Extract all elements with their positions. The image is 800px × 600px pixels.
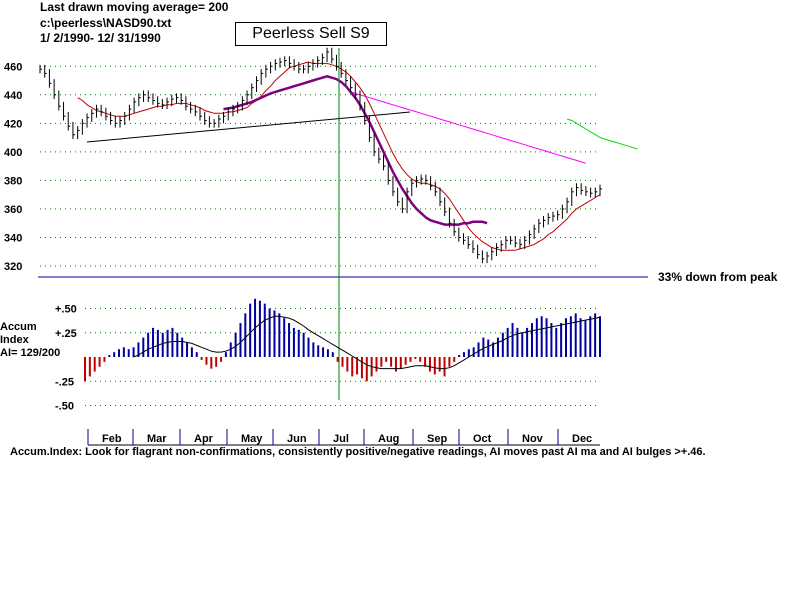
date-range: 1/ 2/1990- 12/ 31/1990 — [40, 31, 161, 45]
month-label: Aug — [378, 433, 399, 445]
y-tick-label: 320 — [4, 261, 22, 273]
index-label: Index — [0, 334, 29, 346]
y-tick-label: 420 — [4, 118, 22, 130]
file-path: c:\peerless\NASD90.txt — [40, 16, 172, 30]
chart-title: Peerless Sell S9 — [235, 22, 387, 46]
month-label: Jul — [333, 433, 349, 445]
y-tick-label: 400 — [4, 147, 22, 159]
ai-tick-label: +.50 — [55, 304, 77, 316]
month-label: Nov — [522, 433, 544, 445]
accum-label: Accum — [0, 321, 37, 333]
ai-ratio-label: AI= 129/200 — [0, 347, 61, 359]
ma-pink-line — [350, 91, 587, 164]
month-label: Oct — [473, 433, 492, 445]
moving-average-note: Last drawn moving average= 200 — [40, 0, 229, 14]
down-from-peak-label: 33% down from peak — [658, 270, 778, 284]
month-label: Sep — [427, 433, 447, 445]
y-tick-label: 340 — [4, 232, 22, 244]
month-label: Apr — [194, 433, 214, 445]
month-label: Feb — [102, 433, 122, 445]
y-tick-label: 380 — [4, 175, 22, 187]
y-tick-label: 440 — [4, 90, 22, 102]
ai-tick-label: -.50 — [55, 401, 74, 413]
ai-ma-line — [133, 315, 601, 370]
month-label: Jun — [287, 433, 307, 445]
y-tick-label: 460 — [4, 61, 22, 73]
y-tick-label: 360 — [4, 204, 22, 216]
ai-tick-label: -.25 — [55, 376, 74, 388]
month-label: Dec — [572, 433, 592, 445]
ai-tick-label: +.25 — [55, 328, 77, 340]
month-label: May — [241, 433, 263, 445]
footer-note: Accum.Index: Look for flagrant non-confi… — [10, 446, 706, 458]
month-label: Mar — [147, 433, 167, 445]
trend-line — [86, 111, 411, 143]
ma-green-line — [566, 118, 638, 150]
